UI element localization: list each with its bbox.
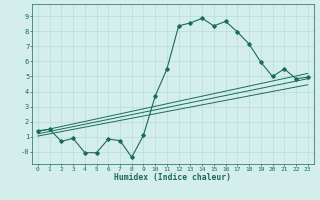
X-axis label: Humidex (Indice chaleur): Humidex (Indice chaleur) [114, 173, 231, 182]
